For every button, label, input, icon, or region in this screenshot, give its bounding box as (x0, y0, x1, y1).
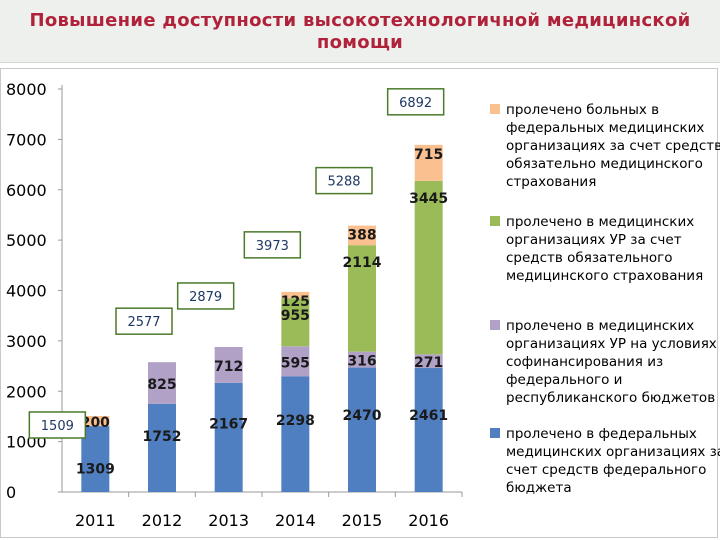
segment-value-label: 2114 (343, 255, 382, 271)
legend-label-line: медицинских организациях за (506, 444, 720, 460)
x-tick-label: 2011 (75, 511, 116, 530)
bar-segment (414, 368, 443, 492)
segment-value-label: 3445 (409, 191, 448, 207)
total-box (115, 307, 173, 335)
total-value-label: 2577 (127, 315, 160, 330)
legend-label-line: организациях за счет средства (506, 138, 720, 154)
header-band (0, 0, 720, 63)
chart-frame (0, 68, 718, 538)
segment-value-label: 2461 (409, 408, 448, 424)
segment-value-label: 955 (281, 308, 310, 324)
legend-label-line: медицинского страхования (506, 268, 703, 284)
legend-label-line: средств обязательного (506, 250, 673, 266)
legend-swatch (490, 320, 500, 330)
page-title: Повышение доступности высокотехнологично… (29, 10, 691, 53)
legend-label-line: пролечено в медицинских (506, 214, 694, 230)
bar-segment (281, 291, 310, 299)
segment-value-label: 2298 (276, 413, 315, 429)
y-tick-label: 8000 (6, 80, 47, 99)
bar-segment (281, 376, 310, 492)
legend-label-line: счет средств федерального (506, 462, 706, 478)
segment-value-label: 712 (214, 359, 243, 375)
legend-label-line: софинансирования из (506, 354, 663, 370)
bar-segment (214, 346, 243, 383)
y-tick-label: 0 (6, 483, 16, 502)
x-tick-label: 2012 (142, 511, 183, 530)
total-box (315, 166, 373, 195)
y-tick-label: 2000 (6, 382, 47, 401)
segment-value-label: 595 (281, 355, 310, 371)
total-box (386, 88, 445, 116)
legend-label-line: пролечено больных в (506, 102, 659, 118)
bar-segment (414, 144, 443, 181)
total-box (176, 282, 235, 310)
total-value-label: 1509 (41, 419, 74, 434)
segment-value-label: 200 (81, 415, 110, 431)
y-tick-label: 7000 (6, 130, 47, 149)
bar-segment (148, 403, 176, 492)
legend-label-line: бюджета (506, 480, 572, 496)
segment-value-label: 2167 (209, 417, 248, 433)
legend-label-line: страхования (506, 174, 596, 190)
y-tick-label: 6000 (6, 181, 47, 200)
bar-segment (414, 354, 443, 369)
bar-segment (348, 245, 376, 352)
legend-label-line: организациях УР на условиях (506, 336, 717, 352)
segment-value-label: 715 (414, 147, 443, 163)
x-tick-label: 2015 (342, 511, 383, 530)
total-value-label: 5288 (327, 175, 360, 190)
x-tick-label: 2013 (208, 511, 249, 530)
bar-segment (414, 180, 443, 355)
legend-swatch (490, 216, 500, 226)
total-value-label: 6892 (399, 96, 432, 111)
x-tick-label: 2014 (275, 511, 316, 530)
segment-value-label: 825 (147, 377, 176, 393)
segment-value-label: 271 (414, 355, 443, 371)
segment-value-label: 125 (281, 294, 310, 310)
segment-value-label: 2470 (343, 408, 382, 424)
segment-value-label: 1752 (143, 429, 182, 445)
total-value-label: 2879 (189, 290, 222, 305)
segment-value-label: 388 (347, 228, 376, 244)
legend-label-line: пролечено в федеральных (506, 426, 697, 442)
bar-segment (348, 225, 376, 246)
total-box (243, 231, 302, 259)
bar-segment (81, 415, 110, 427)
y-tick-label: 3000 (6, 332, 47, 351)
x-tick-label: 2016 (408, 511, 449, 530)
segment-value-label: 316 (347, 354, 376, 370)
bar-segment (214, 382, 243, 492)
segment-value-label: 1309 (76, 462, 115, 478)
legend-swatch (490, 104, 500, 114)
legend-label-line: федеральных медицинских (506, 120, 704, 136)
total-box (28, 411, 87, 439)
bar-segment (348, 351, 376, 368)
legend-label-line: организациях УР за счет (506, 232, 682, 248)
legend-label-line: федерального и (506, 372, 622, 388)
bar-segment (148, 362, 176, 404)
legend-label-line: республиканского бюджетов (506, 390, 715, 406)
legend-label-line: пролечено в медицинских (506, 318, 694, 334)
total-value-label: 3973 (256, 239, 289, 254)
bar-segment (281, 346, 310, 377)
bar-segment (281, 298, 310, 347)
bar-segment (348, 367, 376, 492)
legend-swatch (490, 428, 500, 438)
y-tick-label: 5000 (6, 231, 47, 250)
y-tick-label: 4000 (6, 282, 47, 301)
legend-label-line: обязательно медицинского (506, 156, 703, 172)
